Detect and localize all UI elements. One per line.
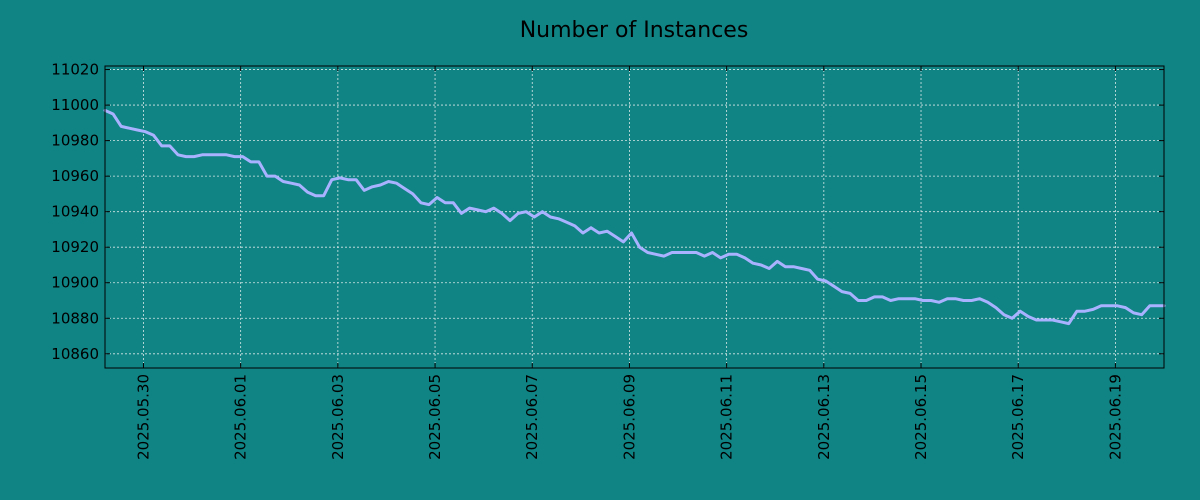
x-tick-label: 2025.06.05 bbox=[426, 374, 444, 460]
x-tick-label: 2025.06.19 bbox=[1106, 374, 1124, 460]
y-tick-label: 11020 bbox=[51, 61, 99, 79]
x-tick-label: 2025.06.09 bbox=[620, 374, 638, 460]
x-tick-label: 2025.06.11 bbox=[718, 374, 736, 460]
series-line bbox=[103, 108, 1166, 326]
grid-lines bbox=[105, 66, 1164, 368]
x-tick-label: 2025.06.01 bbox=[232, 374, 250, 460]
y-tick-label: 10900 bbox=[51, 274, 99, 292]
y-tick-label: 10960 bbox=[51, 167, 99, 185]
series-layer bbox=[103, 108, 1166, 326]
x-tick-label: 2025.06.03 bbox=[329, 374, 347, 460]
x-tick-label: 2025.06.15 bbox=[912, 374, 930, 460]
y-tick-label: 11000 bbox=[51, 96, 99, 114]
plot-frame bbox=[104, 65, 1165, 369]
chart-title: Number of Instances bbox=[520, 18, 749, 43]
x-tick-label: 2025.06.17 bbox=[1009, 374, 1027, 460]
y-tick-label: 10920 bbox=[51, 238, 99, 256]
y-tick-label: 10980 bbox=[51, 132, 99, 150]
y-tick-label: 10940 bbox=[51, 203, 99, 221]
y-axis: 10860 10880 10900 10920 10940 10960 10980 11000… bbox=[51, 61, 1164, 363]
y-tick-label: 10880 bbox=[51, 309, 99, 327]
x-tick-label: 2025.06.13 bbox=[815, 374, 833, 460]
x-tick-label: 2025.05.30 bbox=[134, 374, 152, 460]
x-tick-label: 2025.06.07 bbox=[523, 374, 541, 460]
x-axis: 2025.05.30 2025.06.01 2025.06.03 2025.06.05… bbox=[134, 66, 1124, 460]
y-tick-label: 10860 bbox=[51, 345, 99, 363]
